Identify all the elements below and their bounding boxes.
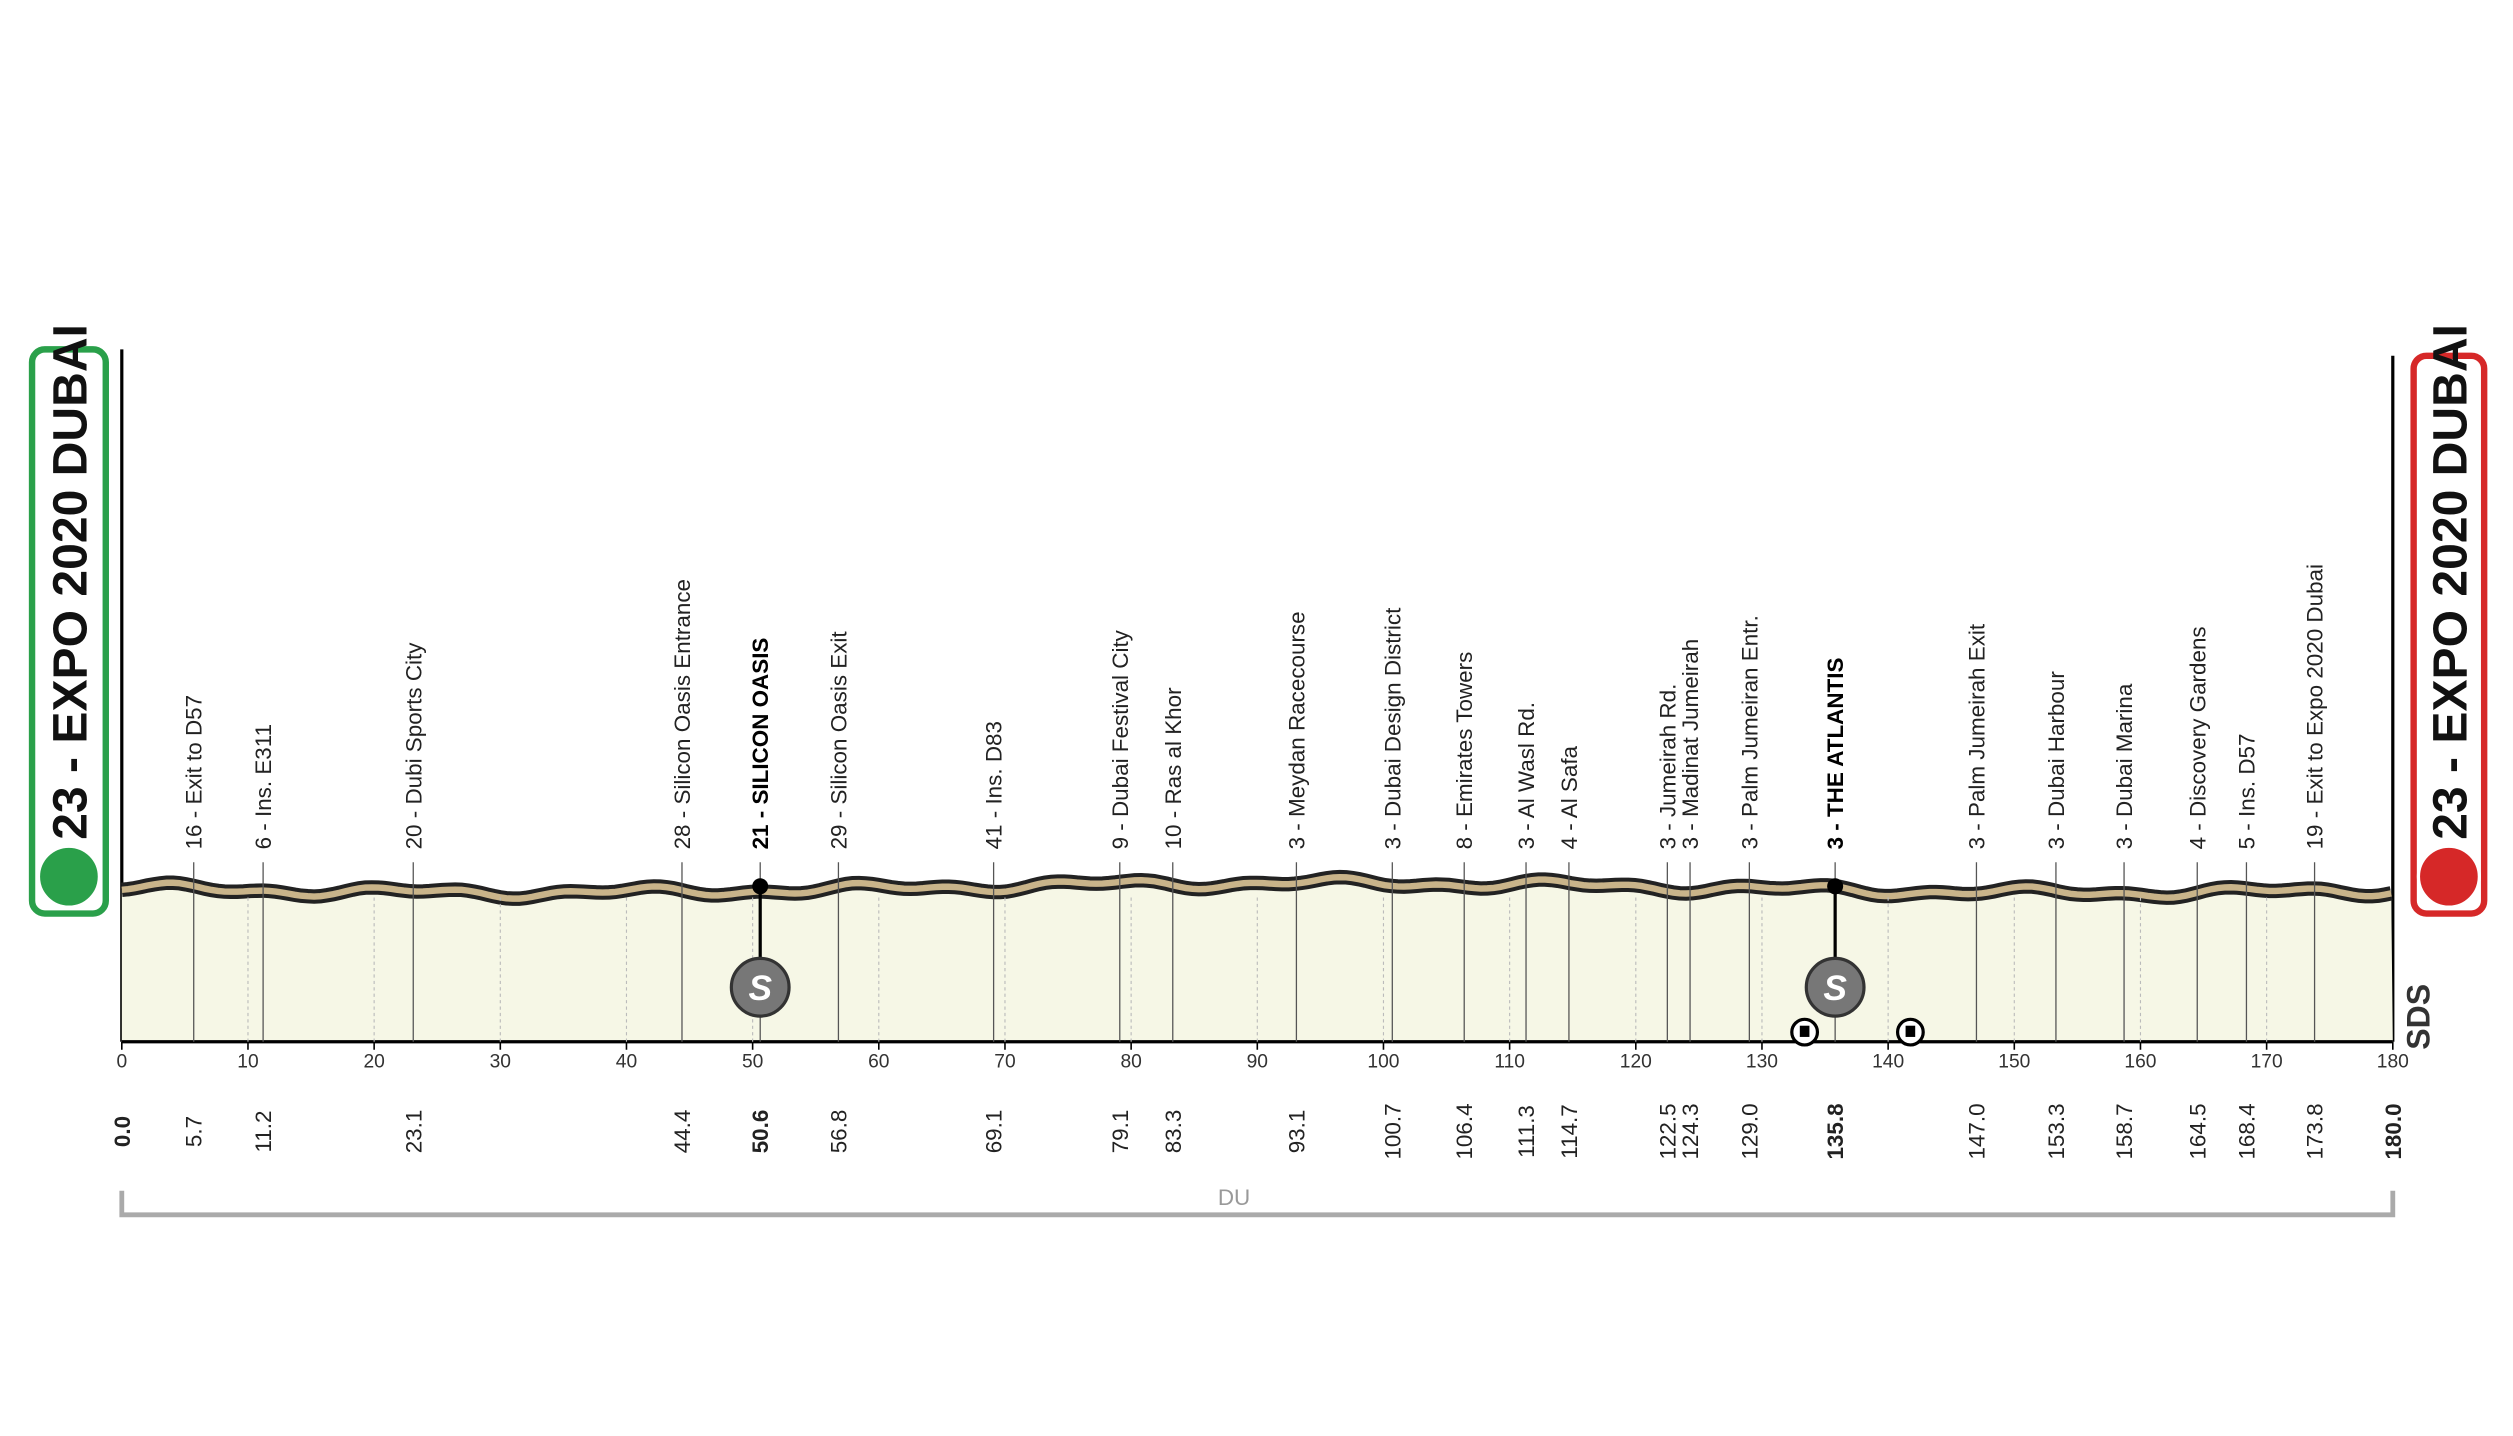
waypoint-km: 69.1 bbox=[982, 1110, 1007, 1154]
waypoint-km: 106.4 bbox=[1452, 1103, 1477, 1159]
tick-label: 80 bbox=[1120, 1051, 1141, 1072]
tick-label: 180 bbox=[2377, 1051, 2409, 1072]
waypoint-km: 23.1 bbox=[401, 1110, 426, 1154]
tick-label: 120 bbox=[1620, 1051, 1652, 1072]
waypoint-km: 122.5 bbox=[1655, 1103, 1680, 1159]
waypoint-km: 147.0 bbox=[1964, 1103, 1989, 1159]
waypoint-km: 168.4 bbox=[2234, 1103, 2259, 1159]
waypoint-name: 3 - Dubai Harbour bbox=[2044, 671, 2069, 850]
tick-label: 20 bbox=[363, 1051, 384, 1072]
sprint-dot bbox=[752, 878, 769, 895]
waypoint-km: 5.7 bbox=[182, 1116, 207, 1147]
start-box bbox=[28, 346, 109, 917]
tick-label: 90 bbox=[1247, 1051, 1268, 1072]
tick-label: 70 bbox=[994, 1051, 1015, 1072]
waypoint-km: 124.3 bbox=[1678, 1103, 1703, 1159]
waypoint-km: 135.8 bbox=[1823, 1103, 1848, 1159]
waypoint-name: 3 - Meydan Racecourse bbox=[1284, 611, 1309, 849]
tick-label: 60 bbox=[868, 1051, 889, 1072]
waypoint-km: 129.0 bbox=[1737, 1103, 1762, 1159]
tick-label: 110 bbox=[1494, 1051, 1525, 1072]
waypoint-km: 93.1 bbox=[1284, 1110, 1309, 1154]
waypoint-km: 79.1 bbox=[1108, 1110, 1133, 1154]
waypoint-name: 6 - Ins. E311 bbox=[251, 724, 276, 849]
tunnel-icon bbox=[1799, 1025, 1810, 1037]
finish-icon bbox=[2416, 844, 2481, 909]
tick-label: 50 bbox=[742, 1051, 763, 1072]
sprint-badge bbox=[1804, 956, 1866, 1018]
waypoint-name: 19 - Exit to Expo 2020 Dubai bbox=[2303, 564, 2328, 849]
region-bracket bbox=[119, 1190, 2396, 1218]
finish-label: 23 - EXPO 2020 DUBAI bbox=[2424, 324, 2478, 840]
waypoint-km: 164.5 bbox=[2185, 1103, 2210, 1159]
waypoint-name: 3 - THE ATLANTIS bbox=[1823, 658, 1848, 850]
tunnel-icon bbox=[1905, 1025, 1916, 1037]
waypoint-km: 158.7 bbox=[2112, 1103, 2137, 1159]
waypoint-km: 173.8 bbox=[2303, 1103, 2328, 1159]
tick-label: 130 bbox=[1746, 1051, 1778, 1072]
waypoint-km: 153.3 bbox=[2044, 1103, 2069, 1159]
waypoint-km: 180.0 bbox=[2381, 1103, 2406, 1159]
profile: 0 10 20 30 40 50 60 70 80 90 100 110 120 130 140 150 160… bbox=[110, 564, 2409, 1160]
waypoint-name: 4 - Al Safa bbox=[1557, 745, 1582, 849]
start-icon bbox=[36, 844, 101, 909]
waypoint-name: 9 - Dubai Festival City bbox=[1108, 629, 1133, 849]
tick-label: 40 bbox=[616, 1051, 637, 1072]
tick-label: 170 bbox=[2251, 1051, 2283, 1072]
terrain-fill bbox=[121, 877, 2393, 1042]
waypoint-name: 4 - Discovery Gardens bbox=[2185, 626, 2210, 849]
tick-label: 30 bbox=[490, 1051, 511, 1072]
tick-label: 160 bbox=[2124, 1051, 2156, 1072]
waypoint-km: 50.6 bbox=[748, 1110, 773, 1154]
waypoint-km: 56.8 bbox=[826, 1110, 851, 1154]
waypoint-name: 3 - Palm Jumeirah Exit bbox=[1964, 623, 1989, 849]
start-label: 23 - EXPO 2020 DUBAI bbox=[44, 324, 98, 840]
tick-label: 100 bbox=[1367, 1051, 1399, 1072]
waypoint-name: 3 - Jumeirah Rd. bbox=[1655, 684, 1680, 850]
waypoint-name: 5 - Ins. D57 bbox=[2234, 734, 2259, 850]
waypoint-km: 0.0 bbox=[110, 1116, 135, 1147]
waypoint-name: 21 - SILICON OASIS bbox=[748, 638, 773, 850]
waypoint-km: 44.4 bbox=[670, 1110, 695, 1154]
waypoint-name: 8 - Emirates Towers bbox=[1452, 652, 1477, 850]
sprint-label: S bbox=[1823, 969, 1847, 1008]
waypoint-name: 41 - Ins. D83 bbox=[982, 721, 1007, 849]
waypoint-name: 20 - Dubi Sports City bbox=[401, 642, 426, 850]
waypoint-name: 3 - Madinat Jumeirah bbox=[1678, 639, 1703, 850]
waypoint-name: 3 - Dubai Marina bbox=[2112, 683, 2137, 849]
terrain-band-inner bbox=[121, 873, 2392, 902]
waypoint-km: 83.3 bbox=[1161, 1110, 1186, 1154]
waypoint-name: 16 - Exit to D57 bbox=[182, 695, 207, 850]
tick-label: 140 bbox=[1872, 1051, 1904, 1072]
waypoint-km: 100.7 bbox=[1380, 1103, 1405, 1159]
waypoint-name: 3 - Al Wasl Rd. bbox=[1514, 702, 1539, 849]
waypoint-km: 11.2 bbox=[251, 1110, 276, 1152]
finish-box bbox=[2410, 352, 2488, 917]
region-label: DU bbox=[1218, 1185, 1250, 1210]
logo: SDS bbox=[2401, 984, 2437, 1050]
sprint-label: S bbox=[748, 969, 772, 1008]
sprint-badge bbox=[729, 956, 791, 1018]
waypoint-name: 29 - Silicon Oasis Exit bbox=[826, 631, 851, 850]
waypoint-name: 3 - Dubai Design District bbox=[1380, 607, 1405, 850]
tick-label: 150 bbox=[1998, 1051, 2030, 1072]
sprint-dot bbox=[1827, 878, 1844, 895]
waypoint-km: 111.3 bbox=[1514, 1105, 1539, 1158]
waypoint-name: 3 - Palm Jumeiran Entr. bbox=[1737, 615, 1762, 849]
tick-label: 0 bbox=[116, 1051, 127, 1072]
waypoint-name: 10 - Ras al Khor bbox=[1161, 687, 1186, 850]
waypoint-name: 28 - Silicon Oasis Entrance bbox=[670, 579, 695, 849]
waypoint-km: 114.7 bbox=[1557, 1104, 1582, 1158]
tick-label: 10 bbox=[237, 1051, 258, 1072]
